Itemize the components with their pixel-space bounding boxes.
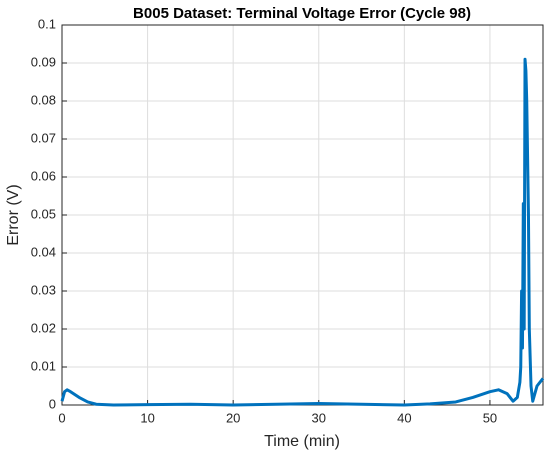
y-tick-label: 0.1 bbox=[38, 16, 56, 31]
x-tick-label: 0 bbox=[58, 410, 65, 425]
y-tick-label: 0.07 bbox=[31, 130, 56, 145]
data-line bbox=[60, 57, 545, 407]
chart-title: B005 Dataset: Terminal Voltage Error (Cy… bbox=[133, 5, 471, 22]
x-axis-label: Time (min) bbox=[264, 433, 340, 450]
y-tick-label: 0.08 bbox=[31, 92, 56, 107]
x-tick-label: 50 bbox=[483, 410, 497, 425]
x-tick-label: 10 bbox=[140, 410, 154, 425]
y-axis-label: Error (V) bbox=[5, 184, 22, 245]
y-tick-label: 0 bbox=[49, 396, 56, 411]
y-tick-label: 0.04 bbox=[31, 244, 56, 259]
y-tick-label: 0.09 bbox=[31, 54, 56, 69]
y-tick-label: 0.01 bbox=[31, 358, 56, 373]
x-tick-label: 30 bbox=[312, 410, 326, 425]
y-tick-label: 0.03 bbox=[31, 282, 56, 297]
x-tick-label: 20 bbox=[226, 410, 240, 425]
x-tick-label: 40 bbox=[397, 410, 411, 425]
y-tick-label: 0.05 bbox=[31, 206, 56, 221]
y-tick-label: 0.02 bbox=[31, 320, 56, 335]
y-tick-label: 0.06 bbox=[31, 168, 56, 183]
